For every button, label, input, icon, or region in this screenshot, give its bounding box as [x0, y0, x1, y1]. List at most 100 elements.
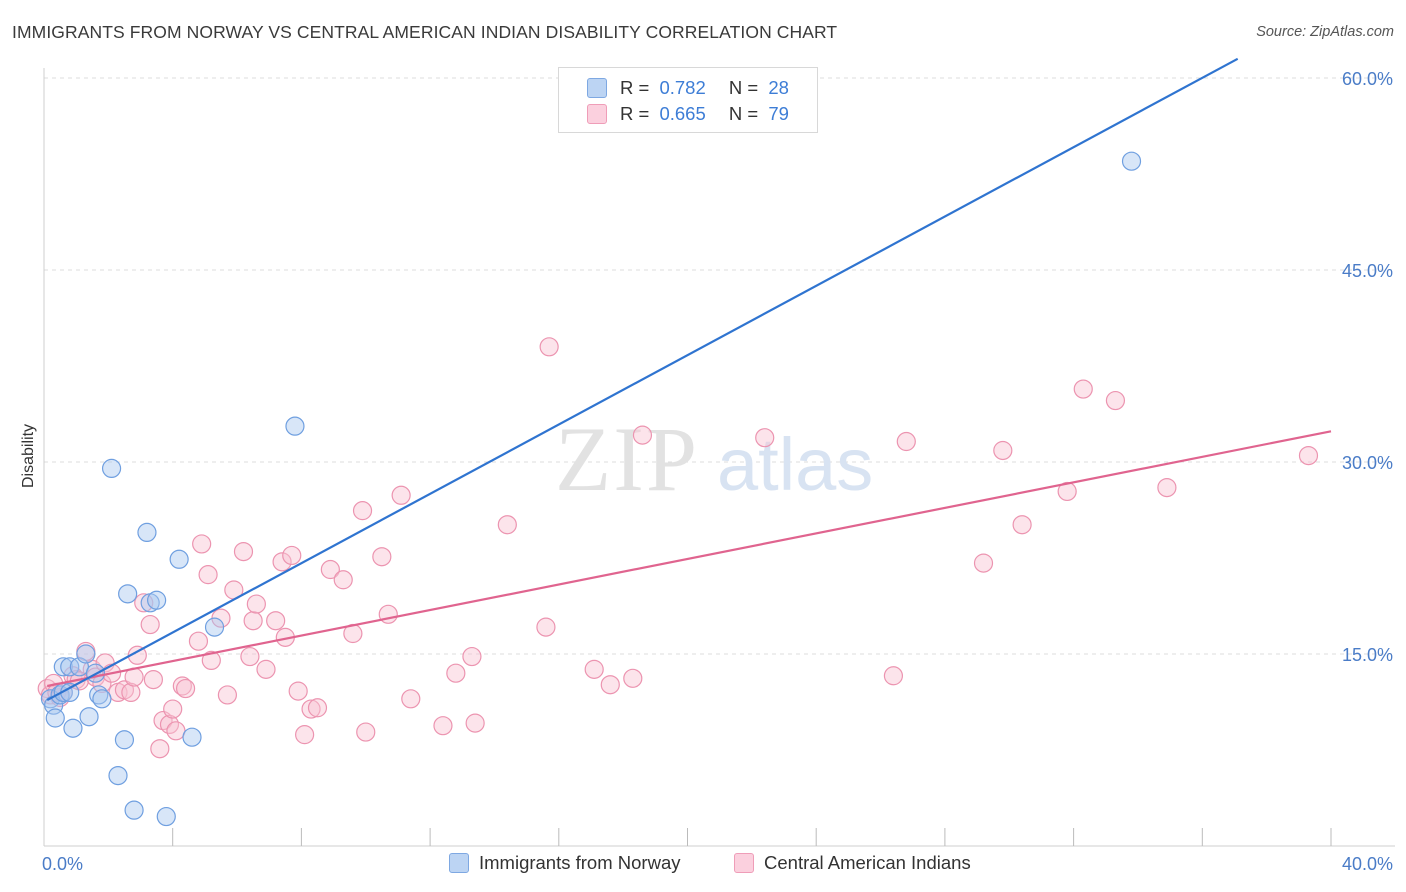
central-american-indians-point: [1157, 478, 1177, 498]
source-label: Source: ZipAtlas.com: [1256, 24, 1394, 40]
immigrants-from-norway-point: [53, 657, 73, 677]
central-american-indians-point: [401, 689, 421, 709]
central-american-indians-point: [266, 611, 286, 631]
immigrants-from-norway-point: [169, 549, 189, 569]
norway-swatch: [449, 853, 469, 873]
central-american-indians-point: [121, 682, 141, 703]
watermark: ZIP atlas: [555, 408, 873, 510]
central-american-indians-point: [465, 713, 485, 733]
central-american-indians-point: [896, 431, 916, 452]
immigrants-from-norway-points: [40, 151, 1142, 827]
x-tick-label: 40.0%: [1342, 854, 1393, 874]
legend-n-label: N =: [728, 77, 759, 98]
central-american-indians-point: [143, 669, 163, 690]
immigrants-from-norway-point: [156, 806, 176, 827]
bottom-legend-central-american-label: Central American Indians: [764, 852, 971, 873]
y-tick-label: 45.0%: [1342, 261, 1393, 281]
central-american-indians-point: [446, 663, 466, 683]
central-american-indians-point: [1057, 481, 1077, 502]
immigrants-from-norway-point: [92, 689, 112, 709]
central-american-indians-point: [497, 515, 517, 535]
immigrants-from-norway-point: [79, 707, 99, 727]
central-american-indians-point: [391, 485, 411, 505]
central-american-swatch: [734, 853, 754, 873]
watermark-zip: ZIP: [555, 408, 699, 510]
y-tick-label: 15.0%: [1342, 645, 1393, 665]
legend-r-value: 0.782: [659, 77, 706, 98]
central-american-indians-point: [993, 440, 1013, 461]
immigrants-from-norway-point: [1121, 151, 1142, 171]
central-american-indians-point: [198, 565, 218, 585]
central-american-indians-point: [1012, 515, 1032, 535]
central-american-indians-point: [163, 699, 183, 719]
immigrants-from-norway-point: [60, 657, 80, 677]
central-american-indians-point: [755, 428, 775, 448]
central-american-indians-point: [272, 552, 292, 572]
central-american-indians-point: [140, 614, 160, 635]
central-american-indians-point: [973, 553, 994, 573]
tick-labels: 15.0% 30.0% 45.0% 60.0% 0.0% 40.0%: [42, 69, 1393, 874]
central-american-indians-point: [333, 570, 353, 590]
central-american-indians-point: [301, 699, 321, 719]
central-american-indians-point: [632, 425, 653, 445]
central-american-indians-point: [462, 646, 482, 667]
norway-swatch: [587, 78, 607, 98]
central-american-indians-point: [217, 685, 237, 705]
chart-title: IMMIGRANTS FROM NORWAY VS CENTRAL AMERIC…: [12, 22, 838, 42]
immigrants-from-norway-point: [76, 644, 96, 664]
central-american-indians-point: [233, 541, 254, 562]
immigrants-from-norway-point: [63, 718, 83, 738]
central-american-indians-point: [256, 659, 276, 679]
bottom-legend-norway: Immigrants from Norway: [449, 852, 680, 874]
legend-n-value: 79: [768, 103, 789, 124]
central-american-indians-point: [172, 676, 192, 696]
bottom-legend-norway-label: Immigrants from Norway: [479, 852, 681, 873]
immigrants-from-norway-point: [118, 584, 138, 604]
immigrants-from-norway-point: [147, 590, 167, 610]
axes: [43, 68, 1395, 847]
central-american-indians-point: [192, 534, 212, 554]
central-american-indians-point: [166, 721, 186, 741]
central-american-indians-point: [175, 678, 196, 699]
stats-legend: R = 0.782 N = 28 R = 0.665 N = 79: [558, 67, 818, 133]
x-tick-label: 0.0%: [42, 854, 83, 874]
central-american-indians-point: [307, 698, 328, 718]
central-american-indians-points: [37, 337, 1319, 759]
central-american-indians-point: [246, 594, 266, 614]
immigrants-from-norway-point: [182, 727, 202, 747]
central-american-indians-trendline: [47, 430, 1332, 688]
central-american-indians-point: [1073, 379, 1093, 399]
central-american-indians-point: [201, 650, 221, 671]
immigrants-from-norway-point: [101, 458, 122, 478]
central-american-indians-point: [240, 646, 260, 667]
central-american-indians-point: [288, 681, 308, 701]
bottom-legend-central-american: Central American Indians: [734, 852, 971, 874]
central-american-indians-point: [1298, 446, 1319, 466]
central-american-indians-point: [584, 659, 604, 679]
central-american-indians-point: [150, 739, 170, 759]
legend-n-label: N =: [728, 103, 759, 124]
central-american-indians-point: [188, 631, 209, 651]
watermark-atlas: atlas: [717, 423, 873, 506]
gridlines: [44, 77, 1395, 655]
trendlines: [46, 57, 1332, 702]
y-axis-label: Disability: [20, 424, 37, 488]
central-american-indians-point: [320, 559, 340, 580]
y-tick-label: 30.0%: [1342, 453, 1393, 473]
central-american-indians-point: [282, 545, 302, 566]
central-american-indians-point: [356, 722, 376, 742]
y-tick-label: 60.0%: [1342, 69, 1393, 89]
immigrants-from-norway-point: [285, 416, 305, 436]
central-american-indians-point: [433, 716, 453, 736]
central-american-indians-point: [295, 725, 315, 745]
legend-r-label: R =: [620, 77, 650, 98]
central-american-indians-point: [536, 617, 556, 637]
immigrants-from-norway-point: [108, 765, 128, 786]
central-american-indians-point: [883, 666, 904, 686]
immigrants-from-norway-point: [137, 522, 157, 543]
legend-r-label: R =: [620, 103, 650, 124]
central-american-swatch: [587, 104, 607, 124]
central-american-indians-point: [1105, 390, 1126, 411]
legend-r-value: 0.665: [659, 103, 706, 124]
